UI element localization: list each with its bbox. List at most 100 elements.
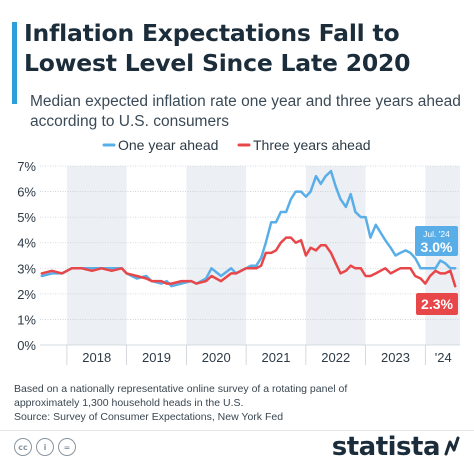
title-accent-bar [12, 22, 17, 104]
data-point [360, 216, 362, 218]
data-point [449, 267, 452, 270]
data-point [300, 190, 302, 193]
data-point [369, 275, 372, 277]
data-point [255, 267, 258, 270]
cc-icon[interactable]: cc [14, 438, 32, 456]
brand-name: statista [331, 432, 441, 462]
data-point [205, 277, 207, 280]
brand-wave-icon [444, 436, 460, 456]
license-icons: cc i = [14, 438, 76, 456]
footer-divider [0, 430, 474, 431]
data-point [290, 236, 292, 239]
chart-subtitle: Median expected inflation rate one year … [30, 93, 461, 130]
year-band [66, 166, 127, 345]
data-point [454, 267, 457, 270]
data-point [81, 267, 83, 270]
data-point [334, 262, 337, 264]
x-tick-label: 2021 [262, 350, 291, 365]
data-point [125, 272, 128, 275]
data-point [434, 270, 437, 272]
data-point [424, 282, 427, 285]
data-point [374, 224, 377, 226]
y-tick-label: 1% [17, 312, 36, 327]
data-point [290, 198, 292, 201]
legend-label[interactable]: One year ahead [118, 137, 218, 153]
data-point [345, 270, 347, 272]
data-point [369, 236, 372, 239]
data-point [190, 280, 192, 282]
data-point [294, 190, 297, 193]
x-tick-label: 2023 [381, 350, 410, 365]
data-point [349, 264, 352, 267]
data-point [275, 249, 277, 252]
data-point [220, 280, 222, 282]
data-point [265, 252, 267, 254]
data-point [339, 272, 342, 275]
data-point [439, 259, 442, 262]
data-point [360, 267, 362, 270]
data-point [319, 183, 322, 185]
legend-label[interactable]: Three years ahead [253, 137, 371, 153]
data-point [135, 275, 138, 277]
data-point [165, 280, 168, 282]
x-tick-label: 2022 [321, 350, 350, 365]
data-point [354, 211, 357, 213]
data-point [409, 267, 412, 270]
brand-logo[interactable]: statista [332, 432, 460, 462]
equals-icon[interactable]: = [58, 438, 76, 456]
data-point [414, 275, 416, 277]
data-point [315, 249, 317, 252]
x-tick-label: 2019 [142, 350, 171, 365]
info-icon[interactable]: i [36, 438, 54, 456]
data-point [394, 270, 397, 272]
data-point [384, 239, 387, 241]
y-tick-label: 4% [17, 236, 36, 251]
data-point [170, 282, 173, 285]
data-point [195, 282, 198, 285]
data-point [70, 267, 73, 270]
data-point [439, 272, 442, 275]
data-point [180, 280, 183, 282]
data-point [265, 241, 267, 244]
data-point [235, 272, 237, 275]
y-tick-label: 5% [17, 210, 36, 225]
data-point [165, 282, 168, 285]
data-point [324, 175, 327, 178]
data-point [309, 247, 312, 249]
data-point [230, 272, 232, 275]
y-tick-label: 0% [17, 338, 36, 353]
footer-note: Based on a nationally representative onl… [14, 383, 348, 409]
chart-title: Inflation Expectations Fall to Lowest Le… [24, 19, 411, 77]
x-tick-label: 2018 [82, 350, 111, 365]
data-point [285, 236, 287, 239]
data-point [145, 277, 148, 280]
data-point [180, 282, 183, 285]
data-point [330, 170, 332, 172]
x-tick-label: '24 [435, 350, 452, 365]
data-point [434, 267, 437, 270]
source-line: Source: Survey of Consumer Expectations,… [14, 411, 284, 423]
data-point [300, 239, 302, 241]
data-point [424, 267, 427, 270]
data-point [394, 254, 397, 257]
data-point [91, 267, 93, 270]
data-point [275, 221, 277, 224]
data-point [374, 272, 377, 275]
y-tick-label: 2% [17, 287, 36, 302]
data-point [230, 267, 232, 270]
data-point [330, 252, 332, 254]
data-point [404, 267, 407, 270]
data-point [389, 247, 392, 249]
y-tick-label: 6% [17, 185, 36, 200]
data-point [305, 254, 307, 257]
data-point [220, 275, 222, 277]
data-point [51, 270, 53, 272]
data-point [145, 275, 148, 277]
data-point [364, 275, 367, 277]
data-point [100, 267, 103, 270]
data-point [260, 257, 262, 259]
data-point [279, 211, 282, 213]
data-point [354, 267, 357, 270]
data-point [40, 275, 43, 277]
data-point [170, 285, 173, 287]
